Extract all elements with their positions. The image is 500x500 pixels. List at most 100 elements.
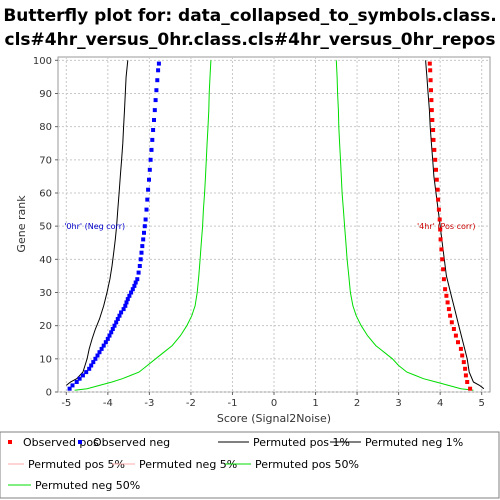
series-point-observed-neg [80, 373, 85, 378]
series-point-observed-neg [130, 287, 135, 292]
series-point-observed-neg [143, 217, 148, 222]
chart-title-line-2: cls#4hr_versus_0hr.class.cls#4hr_versus_… [5, 30, 496, 50]
grid-lines [58, 57, 490, 393]
legend-label: Permuted neg 1% [365, 436, 463, 449]
series-point-observed-pos [446, 307, 451, 312]
series-point-observed-neg [119, 310, 124, 315]
series-point-observed-neg [101, 343, 106, 348]
legend-box [0, 431, 500, 499]
y-tick-label: 40 [39, 255, 52, 266]
series-point-observed-pos [456, 340, 460, 345]
series-point-observed-neg [123, 303, 128, 308]
legend-label: Permuted pos 1% [253, 436, 350, 449]
series-point-observed-pos [429, 98, 434, 103]
legend-item-permuted-neg-5: Permuted neg 5% [112, 458, 237, 471]
x-tick-label: 0 [271, 398, 277, 409]
series-point-observed-neg [95, 353, 100, 358]
y-tick-label: 100 [33, 56, 52, 67]
series-point-observed-neg [152, 118, 156, 122]
series-point-observed-neg [133, 280, 138, 285]
series-line-permuted-pos-1 [425, 60, 485, 390]
series-point-observed-pos [434, 177, 439, 182]
series-point-observed-pos [448, 313, 453, 318]
series-point-observed-neg [144, 207, 149, 212]
x-tick-label: 4 [437, 398, 443, 409]
series-point-observed-pos [451, 327, 456, 331]
series-point-observed-pos [441, 277, 446, 282]
y-tick-label: 60 [39, 188, 52, 199]
series-point-observed-neg [129, 290, 134, 295]
y-tick-label: 20 [39, 321, 52, 332]
series-point-observed-neg [117, 313, 122, 318]
series-point-observed-neg [110, 327, 115, 331]
series-layer [65, 60, 485, 391]
legend-label: Permuted pos 5% [28, 458, 125, 471]
series-point-observed-neg [70, 383, 75, 388]
series-point-observed-neg [87, 366, 92, 371]
series-point-observed-pos [465, 380, 470, 384]
series-point-observed-neg [93, 356, 98, 361]
x-tick-label: -1 [227, 398, 237, 409]
series-point-observed-neg [153, 98, 158, 103]
series-point-observed-neg [152, 108, 157, 113]
series-point-observed-neg [145, 197, 150, 202]
y-tick-label: 80 [39, 122, 52, 133]
series-point-observed-pos [436, 197, 441, 202]
series-point-observed-neg [154, 88, 159, 93]
legend-label: Permuted neg 50% [35, 479, 140, 492]
series-point-observed-neg [124, 300, 129, 305]
series-point-observed-pos [428, 78, 433, 83]
series-point-observed-pos [430, 118, 435, 122]
series-point-observed-neg [105, 336, 110, 341]
series-point-observed-neg [156, 61, 161, 66]
series-point-observed-neg [77, 376, 82, 381]
series-point-observed-pos [449, 320, 454, 325]
series-point-observed-pos [433, 157, 438, 162]
x-tick-label: 2 [354, 398, 360, 409]
series-point-observed-pos [463, 366, 468, 371]
series-point-observed-neg [99, 346, 104, 351]
x-tick-label: 5 [479, 398, 485, 409]
series-point-observed-neg [115, 317, 120, 321]
y-tick-label: 90 [39, 89, 52, 100]
legend-item-permuted-pos-1: Permuted pos 1% [218, 436, 350, 449]
legend-item-permuted-pos-50: Permuted pos 50% [225, 458, 359, 471]
legend-label: Permuted neg 5% [139, 458, 237, 471]
x-tick-label: -4 [103, 398, 113, 409]
x-tick-label: 1 [312, 398, 318, 409]
legend-item-observed-pos: Observed pos [8, 436, 99, 449]
series-point-observed-neg [142, 224, 147, 229]
plot-area [57, 56, 491, 393]
series-point-observed-pos [440, 257, 445, 262]
series-line-permuted-neg-50 [74, 60, 212, 391]
series-point-observed-neg [156, 68, 161, 73]
x-tick-label: -3 [144, 398, 154, 409]
series-point-observed-neg [147, 177, 151, 182]
series-point-observed-pos [432, 147, 437, 152]
chart-title-line-1: Butterfly plot for: data_collapsed_to_sy… [3, 6, 496, 26]
series-point-observed-pos [468, 386, 473, 391]
x-axis-label: Score (Signal2Noise) [217, 412, 331, 425]
series-point-observed-pos [453, 333, 458, 338]
series-point-observed-pos [460, 353, 465, 358]
series-point-observed-neg [67, 386, 72, 391]
series-point-observed-neg [97, 350, 102, 355]
series-point-observed-pos [463, 373, 468, 378]
series-point-observed-neg [91, 360, 96, 365]
series-point-observed-pos [431, 137, 436, 142]
legend-swatch [78, 440, 82, 444]
x-tick-label: -5 [61, 398, 71, 409]
legend-swatch [8, 440, 12, 444]
series-point-observed-neg [136, 270, 141, 275]
series-point-observed-pos [441, 267, 446, 272]
x-tick-label: 3 [395, 398, 401, 409]
series-point-observed-neg [125, 297, 130, 302]
legend-label: Observed neg [93, 436, 170, 449]
series-point-observed-neg [107, 333, 112, 338]
y-axis-label: Gene rank [15, 195, 28, 253]
y-tick-label: 10 [39, 354, 52, 365]
series-point-observed-neg [149, 147, 154, 152]
